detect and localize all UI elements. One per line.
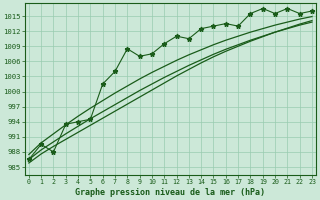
X-axis label: Graphe pression niveau de la mer (hPa): Graphe pression niveau de la mer (hPa) bbox=[76, 188, 265, 197]
